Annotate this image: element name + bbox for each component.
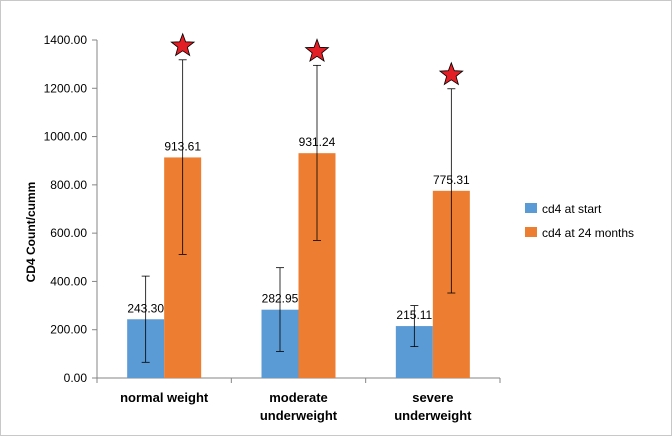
y-axis-ticks: 0.00 200.00 400.00 600.00 800.00 1000.00 1200.…	[44, 33, 97, 385]
y-tick-label: 800.00	[50, 178, 87, 192]
star-marker	[304, 38, 330, 63]
data-label: 243.30	[127, 301, 164, 315]
y-tick-label: 1000.00	[44, 130, 88, 144]
category-label: severe	[412, 390, 453, 405]
category-labels: normal weight moderate underweight severe un…	[120, 390, 472, 423]
legend: cd4 at start cd4 at 24 months	[525, 202, 634, 240]
data-label: 913.61	[164, 139, 201, 153]
data-labels: 243.30 913.61 282.95 931.24 215.11 775.31	[127, 135, 470, 322]
significance-stars	[170, 32, 464, 86]
legend-swatch	[525, 227, 537, 237]
star-marker	[438, 61, 464, 86]
y-tick-label: 1200.00	[44, 81, 88, 95]
data-label: 931.24	[299, 135, 336, 149]
y-axis-label: CD4 Count/cumm	[24, 182, 38, 283]
category-label: moderate	[269, 390, 328, 405]
star-marker	[170, 32, 196, 57]
data-label: 215.11	[396, 308, 432, 322]
y-tick-label: 1400.00	[44, 33, 88, 47]
legend-label: cd4 at 24 months	[542, 226, 634, 240]
y-tick-label: 600.00	[50, 226, 87, 240]
y-tick-label: 0.00	[64, 371, 88, 385]
category-label: underweight	[260, 408, 338, 423]
legend-label: cd4 at start	[542, 202, 602, 216]
y-tick-label: 200.00	[50, 323, 87, 337]
data-label: 282.95	[262, 292, 299, 306]
category-label: normal weight	[120, 390, 209, 405]
bars	[127, 153, 470, 378]
legend-swatch	[525, 203, 537, 213]
error-bars	[141, 59, 456, 363]
category-label: underweight	[394, 408, 472, 423]
y-tick-label: 400.00	[50, 274, 87, 288]
data-label: 775.31	[433, 173, 470, 187]
